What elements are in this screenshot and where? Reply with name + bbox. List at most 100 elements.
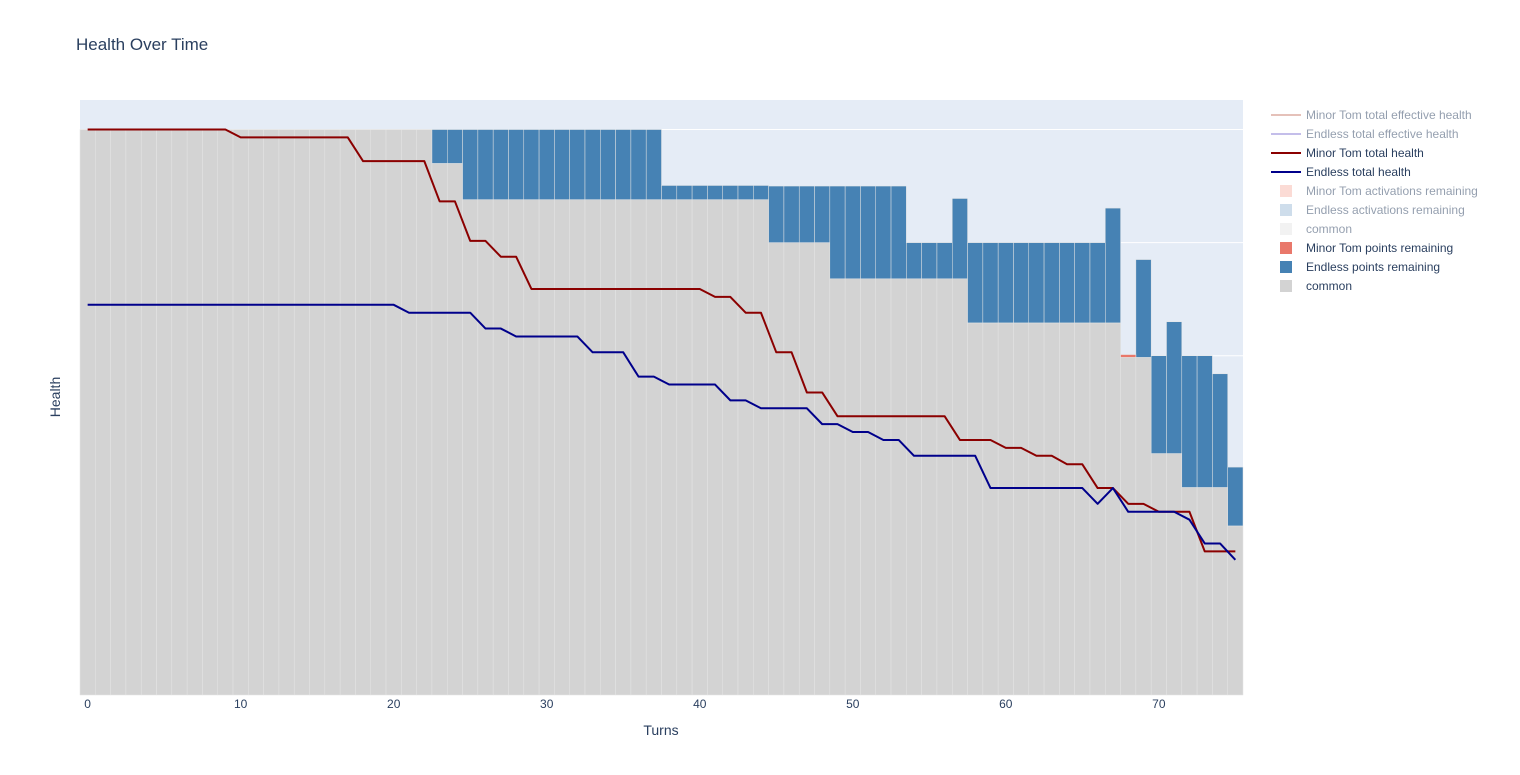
bar-endless-points bbox=[875, 185, 892, 280]
bar-endless-points bbox=[860, 185, 876, 280]
bar-common bbox=[217, 129, 234, 696]
legend-swatch bbox=[1280, 242, 1292, 254]
bar-common bbox=[492, 199, 509, 696]
x-tick-label: 30 bbox=[540, 697, 554, 711]
bar-endless-points bbox=[1227, 466, 1244, 527]
bars-layer bbox=[79, 129, 1244, 696]
bar-common bbox=[569, 199, 586, 696]
bar-endless-points bbox=[982, 242, 999, 324]
bar-common bbox=[906, 278, 922, 696]
bar-endless-points bbox=[462, 129, 479, 200]
bar-endless-points bbox=[737, 185, 754, 200]
bar-common bbox=[140, 129, 157, 696]
bar-endless-points bbox=[1089, 242, 1106, 324]
legend-label: common bbox=[1306, 222, 1352, 236]
bar-common bbox=[232, 129, 249, 696]
line-endless-total-health bbox=[87, 303, 1237, 561]
bar-common bbox=[248, 129, 264, 696]
bar-common bbox=[584, 199, 601, 696]
legend-item[interactable]: Endless activations remaining bbox=[1280, 203, 1465, 217]
bar-endless-points bbox=[569, 129, 586, 200]
legend-item[interactable]: common bbox=[1280, 279, 1352, 293]
bar-common bbox=[1074, 322, 1091, 696]
bar-common bbox=[339, 129, 356, 696]
bar-endless-points bbox=[967, 242, 984, 324]
bar-common bbox=[538, 199, 555, 696]
bar-common bbox=[554, 199, 570, 696]
bar-endless-points bbox=[707, 185, 723, 200]
bar-endless-points bbox=[1059, 242, 1075, 324]
bar-common bbox=[95, 129, 111, 696]
legend-item[interactable]: Minor Tom total health bbox=[1271, 146, 1424, 160]
bar-common bbox=[1166, 453, 1183, 696]
bar-endless-points bbox=[492, 129, 509, 200]
bar-common bbox=[110, 129, 127, 696]
bar-common bbox=[691, 199, 708, 696]
bar-common bbox=[125, 129, 142, 696]
bar-common bbox=[263, 129, 280, 696]
x-tick-label: 20 bbox=[387, 697, 401, 711]
bar-common bbox=[921, 278, 938, 696]
bar-endless-points bbox=[1028, 242, 1045, 324]
bar-common bbox=[202, 129, 218, 696]
bar-endless-points bbox=[661, 185, 678, 200]
bar-common bbox=[171, 129, 188, 696]
legend-item[interactable]: Minor Tom points remaining bbox=[1280, 241, 1453, 255]
bar-common bbox=[615, 199, 632, 696]
bar-common bbox=[1120, 357, 1137, 696]
bar-endless-points bbox=[952, 198, 968, 280]
x-axis-title: Turns bbox=[643, 722, 678, 738]
bar-endless-points bbox=[447, 129, 463, 164]
bar-common bbox=[416, 129, 433, 696]
bar-common bbox=[844, 278, 861, 696]
legend: Minor Tom total effective health Endless … bbox=[1271, 108, 1478, 293]
bar-common bbox=[401, 129, 417, 696]
bar-common bbox=[982, 322, 999, 696]
bar-common bbox=[783, 242, 800, 696]
bar-common bbox=[79, 129, 96, 696]
bar-common bbox=[798, 242, 815, 696]
legend-swatch bbox=[1280, 261, 1292, 273]
bar-endless-points bbox=[844, 185, 861, 280]
bar-endless-points bbox=[768, 185, 785, 243]
bar-common bbox=[1105, 322, 1121, 696]
legend-item[interactable]: Endless total health bbox=[1271, 165, 1411, 179]
bar-common bbox=[967, 322, 984, 696]
legend-label: Endless total effective health bbox=[1306, 127, 1459, 141]
x-tick-label: 50 bbox=[846, 697, 860, 711]
bar-endless-points bbox=[1196, 355, 1213, 488]
bar-endless-points bbox=[554, 129, 570, 200]
bar-endless-points bbox=[676, 185, 693, 200]
bar-endless-points bbox=[906, 242, 922, 280]
bar-endless-points bbox=[615, 129, 632, 200]
legend-item[interactable]: common bbox=[1280, 222, 1352, 236]
bar-common bbox=[722, 199, 739, 696]
bar-common bbox=[1089, 322, 1106, 696]
bar-endless-points bbox=[691, 185, 708, 200]
bar-endless-points bbox=[1166, 321, 1183, 454]
legend-item[interactable]: Minor Tom activations remaining bbox=[1280, 184, 1478, 198]
bar-endless-points bbox=[829, 185, 846, 280]
bar-endless-points bbox=[1150, 355, 1167, 454]
legend-swatch bbox=[1280, 223, 1292, 235]
bar-common bbox=[890, 278, 907, 696]
legend-item[interactable]: Minor Tom total effective health bbox=[1271, 108, 1472, 122]
bar-endless-points bbox=[508, 129, 525, 200]
bar-common bbox=[447, 163, 463, 696]
bar-endless-points bbox=[1135, 259, 1152, 358]
bar-minor-tom-points bbox=[1120, 354, 1137, 358]
legend-swatch bbox=[1280, 185, 1292, 197]
x-tick-label: 40 bbox=[693, 697, 707, 711]
legend-item[interactable]: Endless total effective health bbox=[1271, 127, 1459, 141]
legend-item[interactable]: Endless points remaining bbox=[1280, 260, 1440, 274]
line-minor-tom-total-health bbox=[87, 128, 1236, 553]
bar-common bbox=[829, 278, 846, 696]
legend-label: common bbox=[1306, 279, 1352, 293]
bar-endless-points bbox=[753, 185, 769, 200]
bar-common bbox=[952, 278, 968, 696]
bar-endless-points bbox=[722, 185, 739, 200]
bar-endless-points bbox=[645, 129, 662, 200]
x-tick-label: 10 bbox=[234, 697, 248, 711]
bar-common bbox=[523, 199, 540, 696]
bar-endless-points bbox=[584, 129, 601, 200]
